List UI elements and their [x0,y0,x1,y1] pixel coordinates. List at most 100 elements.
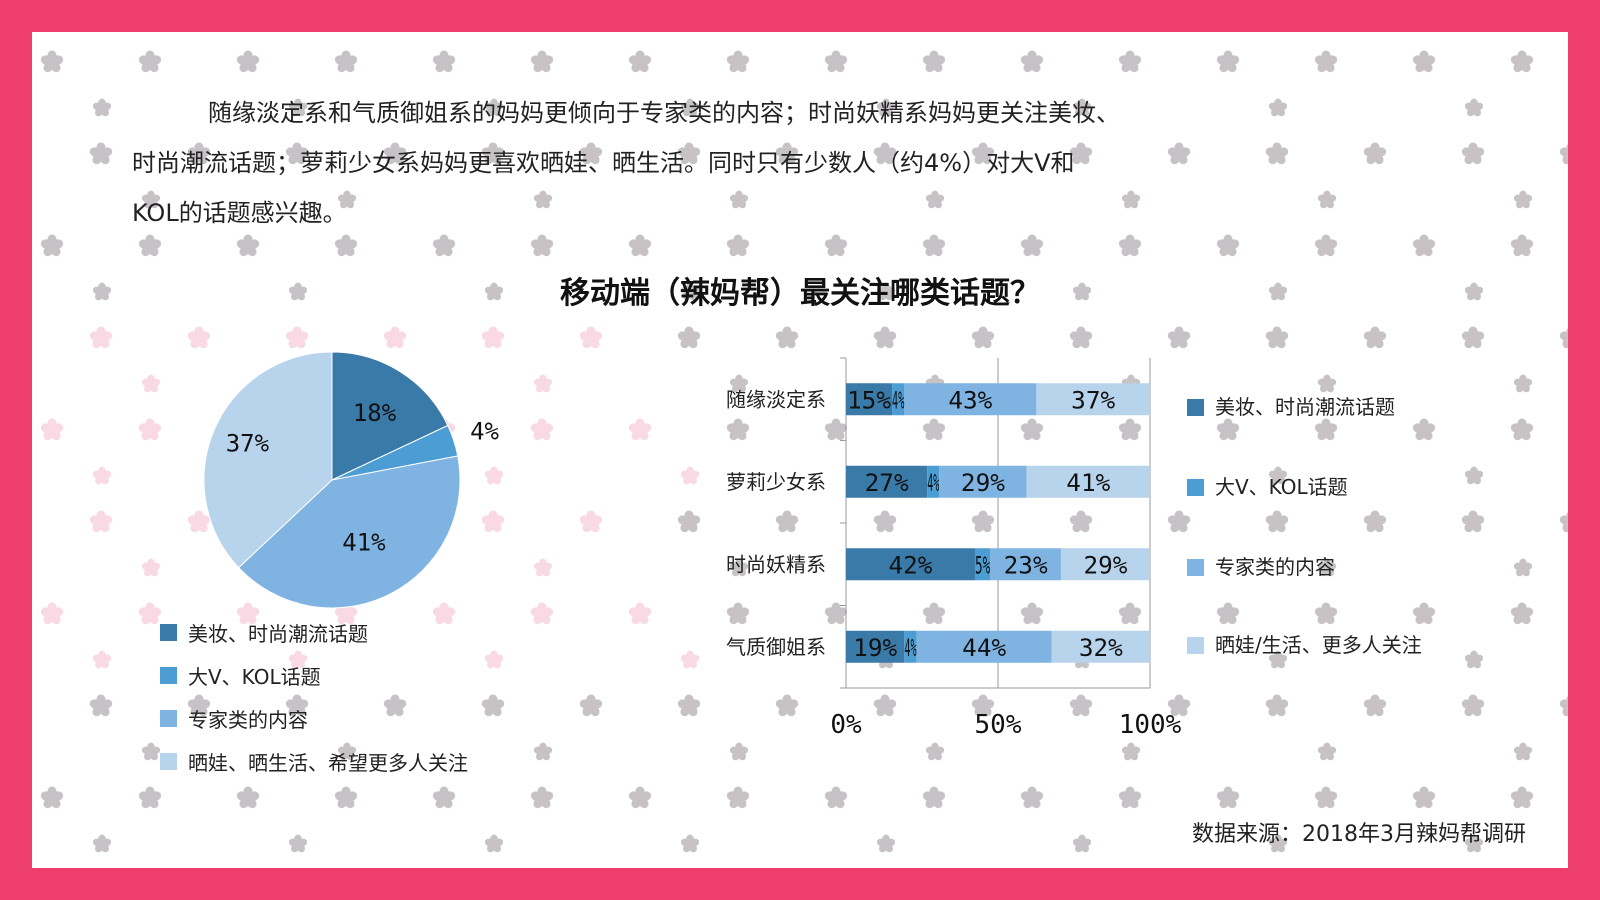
flower-decoration [628,786,652,809]
flower-decoration [236,50,260,73]
flower-decoration [824,234,848,257]
flower-decoration [383,326,407,349]
bar-data-label: 15% [847,386,892,414]
bar-segment [1026,465,1150,498]
intro-line-3: KOL的话题感兴趣。 [132,199,347,227]
legend-label: 晒娃/生活、更多人关注 [1215,633,1422,657]
flower-decoration [1513,374,1533,393]
flower-decoration [533,190,553,209]
flower-decoration [726,234,750,257]
flower-decoration [628,234,652,257]
flower-decoration [1167,326,1191,349]
bar-data-label: 27% [865,469,910,497]
flower-decoration [334,602,358,625]
flower-decoration [138,602,162,625]
flower-decoration [141,374,161,393]
flower-decoration [726,786,750,809]
legend-swatch [1187,637,1204,654]
legend-label: 晒娃、晒生活、希望更多人关注 [188,750,468,775]
flower-decoration [187,510,211,533]
flower-decoration [1412,50,1436,73]
flower-decoration [1559,143,1568,165]
flower-decoration [1363,694,1387,717]
flower-decoration [873,694,897,717]
bar-segment [846,548,975,581]
legend-label: 专家类的内容 [1215,555,1335,579]
flower-decoration [876,834,896,853]
flower-decoration [1118,602,1142,625]
bar-data-label: 32% [1079,634,1124,662]
flower-decoration [1513,190,1533,209]
flower-decoration [1069,142,1093,165]
flower-decoration [729,374,749,393]
flower-decoration [1265,142,1289,165]
flower-decoration [1510,786,1534,809]
flower-decoration [288,98,308,117]
flower-decoration [1118,418,1142,441]
legend-label: 美妆、时尚潮流话题 [188,621,368,646]
flower-decoration [187,694,211,717]
flower-decoration [89,510,113,533]
flower-decoration [1510,234,1534,257]
flower-decoration [726,418,750,441]
flower-decoration [138,50,162,73]
flower-decoration [432,786,456,809]
flower-decoration [1268,98,1288,117]
flower-decoration [579,510,603,533]
flower-decoration [1559,695,1568,717]
flower-decoration [334,786,358,809]
flower-decoration [925,190,945,209]
flower-decoration [481,510,505,533]
legend-swatch [160,709,177,727]
flower-decoration [40,602,64,625]
flower-decoration [680,466,700,485]
pie-slice [237,455,461,609]
flower-decoration [1216,234,1240,257]
flower-decoration [922,786,946,809]
bar-data-label: 42% [888,551,933,579]
pie-data-label: 41% [342,529,386,557]
flower-decoration [680,834,700,853]
flower-decoration [873,326,897,349]
flower-decoration [1559,511,1568,533]
flower-decoration [729,190,749,209]
flower-decoration [92,282,112,301]
intro-line-1: 随缘淡定系和气质御姐系的妈妈更倾向于专家类的内容；时尚妖精系妈妈更关注美妆、 [208,99,1120,127]
bar-data-label: 19% [853,634,898,662]
flower-decoration [1317,374,1337,393]
flower-decoration [1314,418,1338,441]
flower-decoration [824,418,848,441]
flower-decoration [1464,98,1484,117]
flower-decoration [89,326,113,349]
x-tick-label: 50% [975,710,1022,740]
pie-legend-item: 专家类的内容 [160,706,308,732]
flower-decoration [1121,742,1141,761]
flower-decoration [1216,50,1240,73]
flower-decoration [484,98,504,117]
flower-decoration [530,418,554,441]
flower-decoration [971,142,995,165]
flower-decoration [726,602,750,625]
flower-decoration [383,694,407,717]
flower-decoration [726,50,750,73]
flower-decoration [677,142,701,165]
flower-decoration [1314,602,1338,625]
pie-chart: 18% 4% 41% 37% [203,351,500,609]
flower-decoration [579,326,603,349]
flower-decoration [141,190,161,209]
flower-decoration [1265,326,1289,349]
flower-decoration [40,418,64,441]
flower-decoration [876,98,896,117]
bar-segment [1060,548,1150,581]
flower-decoration [873,142,897,165]
flower-decoration [579,694,603,717]
flower-decoration [481,694,505,717]
flower-decoration [187,142,211,165]
flower-decoration [1072,98,1092,117]
flower-decoration [40,234,64,257]
bar-segment [1051,630,1150,663]
legend-swatch [160,752,177,770]
flower-decoration [775,326,799,349]
flower-decoration [1265,510,1289,533]
flower-decoration [334,234,358,257]
